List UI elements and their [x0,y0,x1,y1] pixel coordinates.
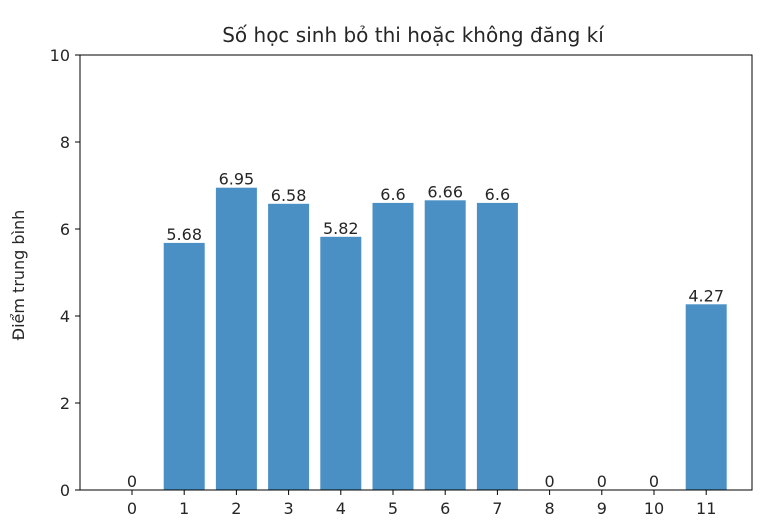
y-axis-label: Điểm trung bình [9,210,28,341]
plot-frame [79,54,753,491]
y-tick-label-0: 0 [60,481,70,500]
x-tick-label-0: 0 [127,499,137,518]
bar-7 [476,202,518,490]
bar-6 [424,200,466,491]
x-tick-label-11: 11 [696,499,716,518]
x-tick-label-5: 5 [388,499,398,518]
y-tick-label-6: 6 [60,220,70,239]
y-tick-label-4: 4 [60,307,70,326]
bar-5 [372,202,414,490]
data-label-0: 0 [127,472,137,491]
bar-1 [163,242,205,490]
data-label-3: 6.58 [271,186,307,205]
y-tick-label-10: 10 [50,46,70,65]
data-label-1: 5.68 [166,225,202,244]
bars-group [163,187,727,491]
data-label-11: 4.27 [688,286,724,305]
y-ticks-group: 0 2 4 6 8 10 [50,46,80,500]
data-label-8: 0 [545,472,555,491]
data-label-6: 6.66 [427,182,463,201]
chart-title: Số học sinh bỏ thi hoặc không đăng kí [222,23,605,47]
x-ticks-group: 0 1 2 3 4 5 6 7 8 9 10 11 [127,490,716,518]
bar-4 [320,236,362,490]
x-tick-label-7: 7 [492,499,502,518]
data-label-10: 0 [649,472,659,491]
x-tick-label-2: 2 [231,499,241,518]
x-tick-label-3: 3 [284,499,294,518]
y-tick-label-2: 2 [60,394,70,413]
bar-11 [685,304,727,490]
bar-2 [215,187,257,490]
data-label-7: 6.6 [485,185,510,204]
bar-3 [268,203,310,491]
data-label-5: 6.6 [380,185,405,204]
x-tick-label-4: 4 [336,499,346,518]
x-tick-label-1: 1 [179,499,189,518]
x-tick-label-8: 8 [545,499,555,518]
x-tick-label-6: 6 [440,499,450,518]
data-label-2: 6.95 [219,170,255,189]
x-tick-label-10: 10 [644,499,664,518]
y-tick-label-8: 8 [60,133,70,152]
data-label-4: 5.82 [323,219,359,238]
x-tick-label-9: 9 [597,499,607,518]
data-label-9: 0 [597,472,607,491]
data-labels-group: 0 5.68 6.95 6.58 5.82 6.6 6.66 6.6 0 0 0 4.27 [127,170,724,491]
